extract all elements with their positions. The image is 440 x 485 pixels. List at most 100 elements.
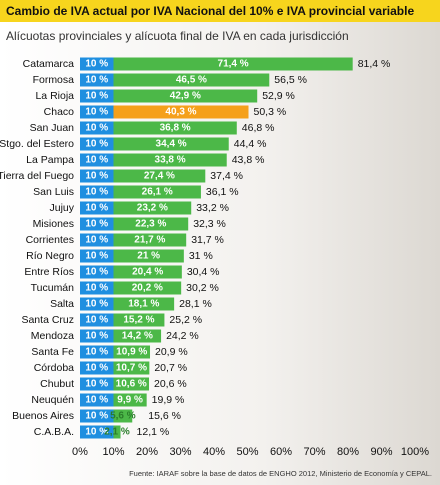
- value-label: 10 %: [85, 91, 108, 102]
- value-label: 2,1 %: [104, 427, 130, 438]
- bar-segment: [80, 377, 114, 391]
- y-tick-label: La Pampa: [26, 154, 74, 166]
- value-label: 10 %: [85, 395, 108, 406]
- source-note: Fuente: IARAF sobre la base de datos de …: [129, 469, 432, 478]
- value-label: 10 %: [85, 251, 108, 262]
- y-tick-label: Chubut: [40, 378, 74, 390]
- value-label: 10 %: [85, 187, 108, 198]
- y-tick-label: Neuquén: [31, 394, 74, 406]
- y-tick-label: Formosa: [33, 74, 75, 86]
- total-label: 30,4 %: [187, 266, 220, 278]
- x-tick-label: 100%: [401, 446, 429, 458]
- total-label: 43,8 %: [232, 154, 265, 166]
- value-label: 5,6 %: [110, 411, 136, 422]
- bar-segment: [80, 249, 114, 263]
- x-tick-label: 80%: [337, 446, 359, 458]
- value-label: 27,4 %: [144, 171, 175, 182]
- y-tick-label: Entre Ríos: [24, 266, 74, 278]
- total-label: 20,9 %: [155, 346, 188, 358]
- value-label: 10,9 %: [116, 347, 147, 358]
- total-label: 32,3 %: [193, 218, 226, 230]
- bar-segment: [80, 233, 114, 247]
- bar-segment: [80, 217, 114, 231]
- bar-segment: [113, 217, 189, 231]
- y-tick-label: Stgo. del Estero: [0, 138, 74, 150]
- bar-segment: [113, 153, 227, 167]
- value-label: 21,7 %: [134, 235, 165, 246]
- total-label: 20,7 %: [154, 362, 187, 374]
- value-label: 10 %: [85, 299, 108, 310]
- value-label: 21 %: [137, 251, 160, 262]
- bar-segment: [113, 233, 187, 247]
- value-label: 10 %: [85, 331, 108, 342]
- value-label: 10 %: [85, 59, 108, 70]
- bar-segment: [113, 345, 151, 359]
- total-label: 52,9 %: [262, 90, 295, 102]
- total-label: 56,5 %: [274, 74, 307, 86]
- bar-segment: [80, 73, 114, 87]
- value-label: 10 %: [85, 107, 108, 118]
- total-label: 19,9 %: [152, 394, 185, 406]
- bar-segment: [80, 137, 114, 151]
- total-label: 37,4 %: [210, 170, 243, 182]
- bar-segment: [113, 409, 133, 423]
- bar-segment: [80, 409, 114, 423]
- y-tick-label: Tucumán: [31, 282, 75, 294]
- y-tick-label: Tierra del Fuego: [0, 170, 74, 182]
- value-label: 10,6 %: [116, 379, 147, 390]
- value-label: 10 %: [85, 347, 108, 358]
- bar-segment: [80, 57, 114, 71]
- value-label: 23,2 %: [137, 203, 168, 214]
- bar-segment: [113, 137, 229, 151]
- total-label: 31,7 %: [191, 234, 224, 246]
- value-label: 18,1 %: [128, 299, 159, 310]
- value-label: 10 %: [85, 123, 108, 134]
- x-tick-label: 30%: [169, 446, 191, 458]
- value-label: 10 %: [85, 171, 108, 182]
- bar-segment: [113, 329, 162, 343]
- value-label: 33,8 %: [155, 155, 186, 166]
- total-label: 12,1 %: [137, 426, 170, 438]
- value-label: 10 %: [85, 411, 108, 422]
- chart-subtitle: Alícuotas provinciales y alícuota final …: [6, 29, 349, 43]
- bar-segment: [113, 425, 121, 439]
- bar-segment: [80, 153, 114, 167]
- total-label: 24,2 %: [166, 330, 199, 342]
- bar-segment: [80, 169, 114, 183]
- y-tick-label: Misiones: [33, 218, 74, 230]
- bar-segment: [113, 297, 175, 311]
- y-tick-label: Mendoza: [31, 330, 74, 342]
- value-label: 10 %: [85, 427, 108, 438]
- x-tick-label: 50%: [236, 446, 258, 458]
- title-band: [0, 0, 440, 22]
- value-label: 10 %: [85, 363, 108, 374]
- bar-segment: [113, 281, 182, 295]
- value-label: 22,3 %: [135, 219, 166, 230]
- bar-segment: [113, 185, 201, 199]
- x-tick-label: 40%: [203, 446, 225, 458]
- x-tick-label: 90%: [370, 446, 392, 458]
- total-label: 25,2 %: [169, 314, 202, 326]
- bar-segment: [80, 425, 114, 439]
- bar-segment: [113, 121, 237, 135]
- bar-segment: [80, 313, 114, 327]
- value-label: 42,9 %: [170, 91, 201, 102]
- value-label: 40,3 %: [165, 107, 196, 118]
- value-label: 20,2 %: [132, 283, 163, 294]
- bar-segment: [80, 345, 114, 359]
- x-tick-label: 70%: [303, 446, 325, 458]
- bar-segment: [80, 185, 114, 199]
- bar-segment: [113, 201, 192, 215]
- y-tick-label: Jujuy: [49, 202, 74, 214]
- y-tick-label: C.A.B.A.: [34, 426, 74, 438]
- bar-segment: [80, 89, 114, 103]
- y-tick-label: Catamarca: [23, 58, 75, 70]
- y-tick-label: Santa Cruz: [21, 314, 74, 326]
- bar-segment: [113, 57, 353, 71]
- total-label: 81,4 %: [358, 58, 391, 70]
- bar-segment: [113, 73, 270, 87]
- value-label: 10 %: [85, 75, 108, 86]
- value-label: 10 %: [85, 155, 108, 166]
- total-label: 46,8 %: [242, 122, 275, 134]
